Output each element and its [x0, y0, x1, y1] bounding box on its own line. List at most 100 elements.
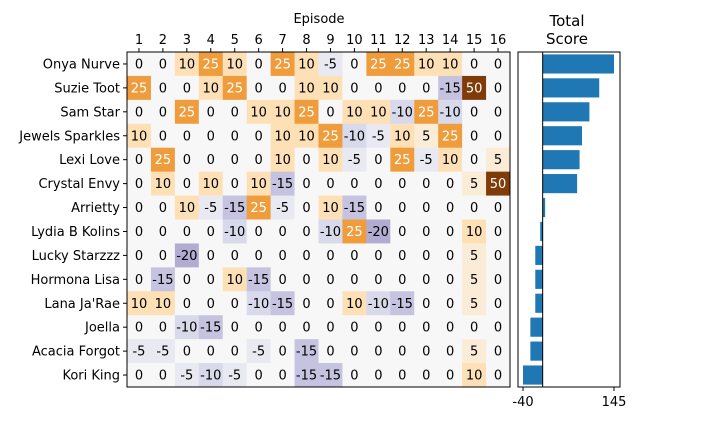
heatmap-cell	[294, 52, 319, 77]
cell-label: 10	[346, 105, 363, 120]
row-label: Joella	[84, 321, 120, 336]
heatmap-cell	[198, 267, 224, 292]
cell-label: 0	[398, 177, 406, 192]
cell-label: 0	[255, 249, 263, 264]
cell-label: -5	[420, 153, 433, 168]
heatmap-cell	[174, 147, 200, 173]
cell-label: 0	[446, 225, 454, 240]
heatmap-cell	[318, 75, 343, 101]
cell-label: 10	[394, 129, 411, 144]
heatmap-cell	[127, 147, 152, 173]
heatmap-cell	[486, 267, 511, 292]
heatmap-cell	[246, 147, 272, 173]
heatmap-cell	[486, 315, 511, 340]
cell-label: 0	[494, 321, 502, 336]
cell-label: 0	[494, 297, 502, 312]
cell-label: 0	[494, 57, 502, 72]
heatmap-cell	[174, 291, 200, 316]
cell-label: 0	[422, 273, 430, 288]
cell-label: 0	[302, 273, 310, 288]
heatmap-cell	[294, 243, 319, 268]
heatmap-cell	[246, 339, 272, 364]
heatmap-cell	[198, 147, 224, 173]
cell-label: 25	[394, 153, 411, 168]
heatmap-cell	[150, 267, 176, 292]
cell-label: -10	[368, 297, 389, 312]
cell-label: 0	[446, 369, 454, 384]
heatmap-cell	[438, 339, 463, 364]
heatmap-cell	[414, 123, 439, 149]
cell-label: 0	[350, 273, 358, 288]
cell-label: 0	[470, 105, 478, 120]
cell-label: 0	[326, 321, 334, 336]
cell-label: 0	[422, 225, 430, 240]
heatmap-cell	[342, 75, 367, 101]
heatmap-cell	[222, 99, 248, 125]
row-label: Lexi Love	[59, 153, 120, 168]
heatmap-cell	[366, 99, 391, 125]
heatmap-cell	[222, 147, 248, 173]
cell-label: -10	[344, 129, 365, 144]
heatmap-cell	[270, 339, 296, 364]
cell-label: -5	[132, 345, 145, 360]
heatmap-cell	[318, 291, 343, 316]
cell-label: 25	[394, 57, 411, 72]
cell-label: 0	[302, 249, 310, 264]
cell-label: 0	[374, 321, 382, 336]
heatmap-cell	[270, 219, 296, 244]
heatmap-cell	[414, 171, 439, 197]
heatmap-cell	[246, 75, 272, 101]
heatmap-cell	[198, 99, 224, 125]
cell-label: -15	[272, 177, 293, 192]
heatmap-cell	[462, 99, 487, 125]
cell-label: 10	[131, 129, 148, 144]
heatmap-cell	[127, 267, 152, 292]
heatmap-cell	[174, 75, 200, 101]
cell-label: 0	[350, 369, 358, 384]
cell-label: 0	[494, 345, 502, 360]
cell-label: -5	[228, 369, 241, 384]
cell-label: -10	[320, 225, 341, 240]
heatmap-cell	[438, 219, 463, 244]
heatmap-cell	[438, 99, 463, 125]
cell-label: 0	[398, 369, 406, 384]
heatmap-cell	[222, 243, 248, 268]
heatmap-cell	[246, 219, 272, 244]
heatmap-cell	[462, 171, 487, 197]
heatmap-cell	[222, 267, 248, 292]
cell-label: 0	[183, 177, 191, 192]
heatmap-cell	[438, 171, 463, 197]
heatmap-cell	[462, 315, 487, 340]
heatmap-cell	[462, 147, 487, 173]
heatmap-cell	[414, 267, 439, 292]
cell-label: 10	[298, 57, 315, 72]
x-tick-label: 7	[278, 33, 286, 48]
cell-label: -15	[320, 369, 341, 384]
cell-label: 0	[446, 249, 454, 264]
heatmap-cell	[438, 52, 463, 77]
heatmap-cell	[486, 363, 511, 388]
heatmap-cell	[270, 75, 296, 101]
cell-label: 0	[278, 345, 286, 360]
cell-label: -20	[368, 225, 389, 240]
heatmap-cell	[246, 123, 272, 149]
cell-label: 0	[398, 201, 406, 216]
cell-label: -15	[392, 297, 413, 312]
heatmap-cell	[462, 195, 487, 220]
row-label: Lana Ja'Rae	[44, 297, 120, 312]
heatmap-cell	[198, 315, 224, 340]
cell-label: 0	[374, 369, 382, 384]
heatmap-cell	[486, 339, 511, 364]
cell-label: 25	[226, 81, 243, 96]
cell-label: 10	[322, 201, 339, 216]
heatmap-cell	[366, 75, 391, 101]
heatmap-cell	[414, 315, 439, 340]
heatmap-cell	[366, 219, 391, 244]
cell-label: -5	[276, 201, 289, 216]
cell-label: -5	[348, 153, 361, 168]
cell-label: -5	[180, 369, 193, 384]
cell-label: 0	[207, 249, 215, 264]
heatmap-cell	[366, 315, 391, 340]
cell-label: 0	[231, 345, 239, 360]
cell-label: 0	[302, 225, 310, 240]
